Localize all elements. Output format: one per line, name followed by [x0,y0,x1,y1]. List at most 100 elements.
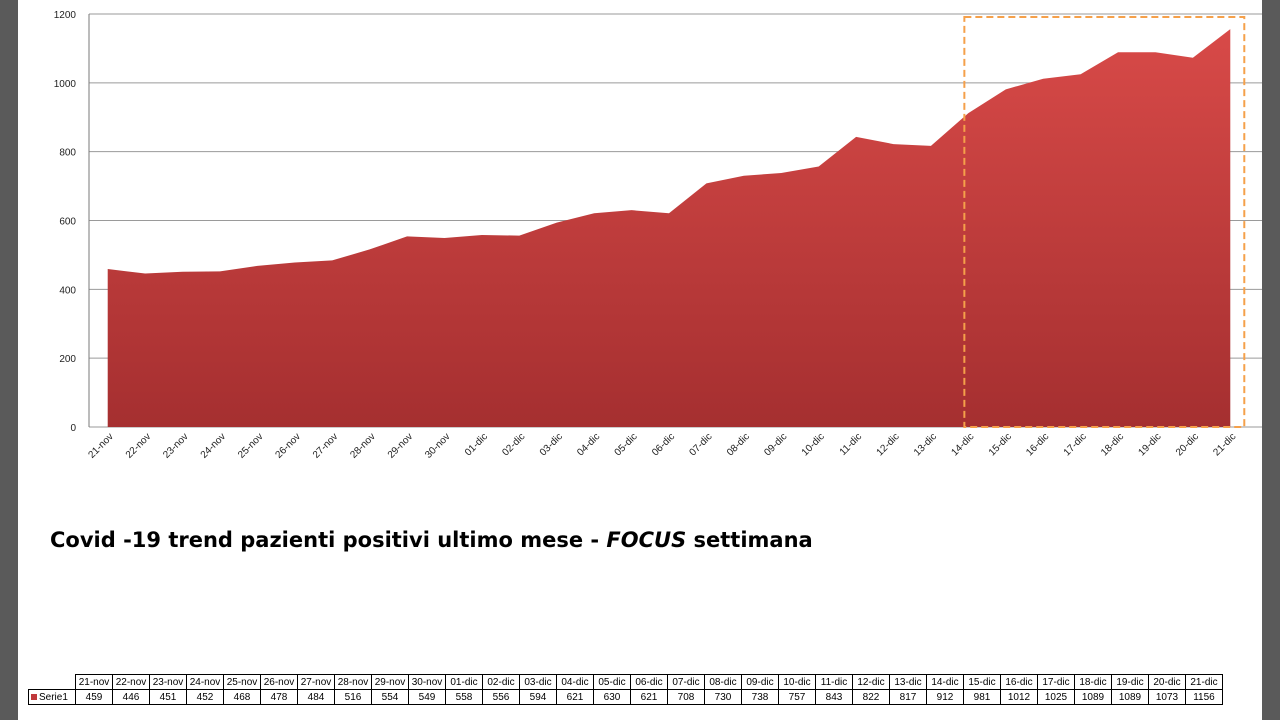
table-header-cell: 24-nov [186,674,224,690]
table-header-cell: 21-dic [1185,674,1223,690]
x-tick-label: 11-dic [838,431,865,458]
table-value-cell: 1089 [1111,689,1149,705]
x-tick-label: 06-dic [650,431,677,458]
table-value-cell: 621 [630,689,668,705]
x-tick-label: 20-dic [1174,431,1201,458]
table-value-cell: 817 [889,689,927,705]
y-axis-ticks: 0 200 400 600 800 1000 1200 [54,10,77,434]
table-header-cell: 25-nov [223,674,261,690]
table-value-cell: 912 [926,689,964,705]
table-header-cell: 17-dic [1037,674,1075,690]
table-value-cell: 981 [963,689,1001,705]
table-value-cell: 554 [371,689,409,705]
y-tick-label: 1000 [54,79,77,90]
table-header-cell: 03-dic [519,674,557,690]
table-value-cell: 1156 [1185,689,1223,705]
x-tick-label: 25-nov [236,431,265,460]
x-tick-label: 16-dic [1024,431,1051,458]
x-tick-label: 03-dic [538,431,565,458]
table-value-cell: 468 [223,689,261,705]
table-header-cell: 20-dic [1148,674,1186,690]
x-tick-label: 27-nov [311,431,340,460]
x-tick-label: 21-nov [86,431,115,460]
table-value-cell: 621 [556,689,594,705]
table-value-cell: 708 [667,689,705,705]
x-tick-label: 15-dic [987,431,1014,458]
table-value-cell: 1089 [1074,689,1112,705]
table-value-cell: 730 [704,689,742,705]
table-value-cell: 738 [741,689,779,705]
area-chart: 0 200 400 600 800 1000 1200 21-nov 22-nov 23-nov… [54,10,1262,461]
table-header-cell: 06-dic [630,674,668,690]
x-tick-label: 26-nov [274,431,303,460]
table-header-cell: 04-dic [556,674,594,690]
data-table: 21-nov 22-nov 23-nov 24-nov 25-nov 26-nov 27-n… [28,674,1223,705]
x-tick-label: 02-dic [500,431,527,458]
table-header-cell: 07-dic [667,674,705,690]
series-name-cell: Serie1 [28,689,76,705]
table-value-cell: 556 [482,689,520,705]
table-header-cell: 10-dic [778,674,816,690]
area-series [107,29,1231,427]
table-header-row: 21-nov 22-nov 23-nov 24-nov 25-nov 26-nov 27-n… [28,674,1223,690]
table-header-cell: 05-dic [593,674,631,690]
table-value-cell: 843 [815,689,853,705]
table-header-cell: 28-nov [334,674,372,690]
table-value-cell: 516 [334,689,372,705]
y-tick-label: 400 [59,285,76,296]
focus-box [963,16,1246,428]
y-tick-label: 800 [59,148,76,159]
y-tick-label: 1200 [54,10,77,21]
x-tick-label: 30-nov [423,431,452,460]
x-axis-ticks: 21-nov 22-nov 23-nov 24-nov 25-nov 26-nov 27-n… [86,431,1238,460]
chart-title: Covid -19 trend pazienti positivi ultimo… [50,528,813,552]
table-header-cell: 08-dic [704,674,742,690]
table-value-cell: 459 [75,689,113,705]
table-header-cell: 18-dic [1074,674,1112,690]
x-tick-label: 13-dic [912,431,939,458]
table-header-cell: 30-nov [408,674,446,690]
table-value-cell: 452 [186,689,224,705]
table-value-cell: 451 [149,689,187,705]
x-tick-label: 19-dic [1137,431,1164,458]
area-fill [107,29,1231,427]
table-value-cell: 484 [297,689,335,705]
x-tick-label: 08-dic [725,431,752,458]
table-header-cell: 27-nov [297,674,335,690]
table-row: Serie1 459 446 451 452 468 478 484 516 554 549 558 5… [28,689,1223,705]
table-value-cell: 594 [519,689,557,705]
table-header-cell: 23-nov [149,674,187,690]
x-tick-label: 07-dic [687,431,714,458]
focus-highlight [963,16,1246,428]
table-header-cell: 29-nov [371,674,409,690]
table-header-cell: 22-nov [112,674,150,690]
x-tick-label: 05-dic [613,431,640,458]
table-value-cell: 630 [593,689,631,705]
x-tick-label: 21-dic [1211,431,1238,458]
x-tick-label: 17-dic [1062,431,1089,458]
table-corner [28,674,76,690]
title-suffix: settimana [686,528,813,552]
table-header-cell: 13-dic [889,674,927,690]
table-header-cell: 09-dic [741,674,779,690]
table-value-cell: 446 [112,689,150,705]
y-tick-label: 600 [59,217,76,228]
table-header-cell: 01-dic [445,674,483,690]
x-tick-label: 23-nov [161,431,190,460]
table-value-cell: 549 [408,689,446,705]
y-tick-label: 0 [70,423,76,434]
x-tick-label: 18-dic [1099,431,1126,458]
table-header-cell: 02-dic [482,674,520,690]
table-header-cell: 12-dic [852,674,890,690]
table-value-cell: 478 [260,689,298,705]
table-value-cell: 1025 [1037,689,1075,705]
x-tick-label: 24-nov [199,431,228,460]
x-tick-label: 29-nov [386,431,415,460]
table-header-cell: 21-nov [75,674,113,690]
x-tick-label: 22-nov [124,431,153,460]
table-header-cell: 15-dic [963,674,1001,690]
table-value-cell: 757 [778,689,816,705]
title-focus: FOCUS [606,528,687,552]
table-header-cell: 26-nov [260,674,298,690]
x-tick-label: 01-dic [463,431,490,458]
